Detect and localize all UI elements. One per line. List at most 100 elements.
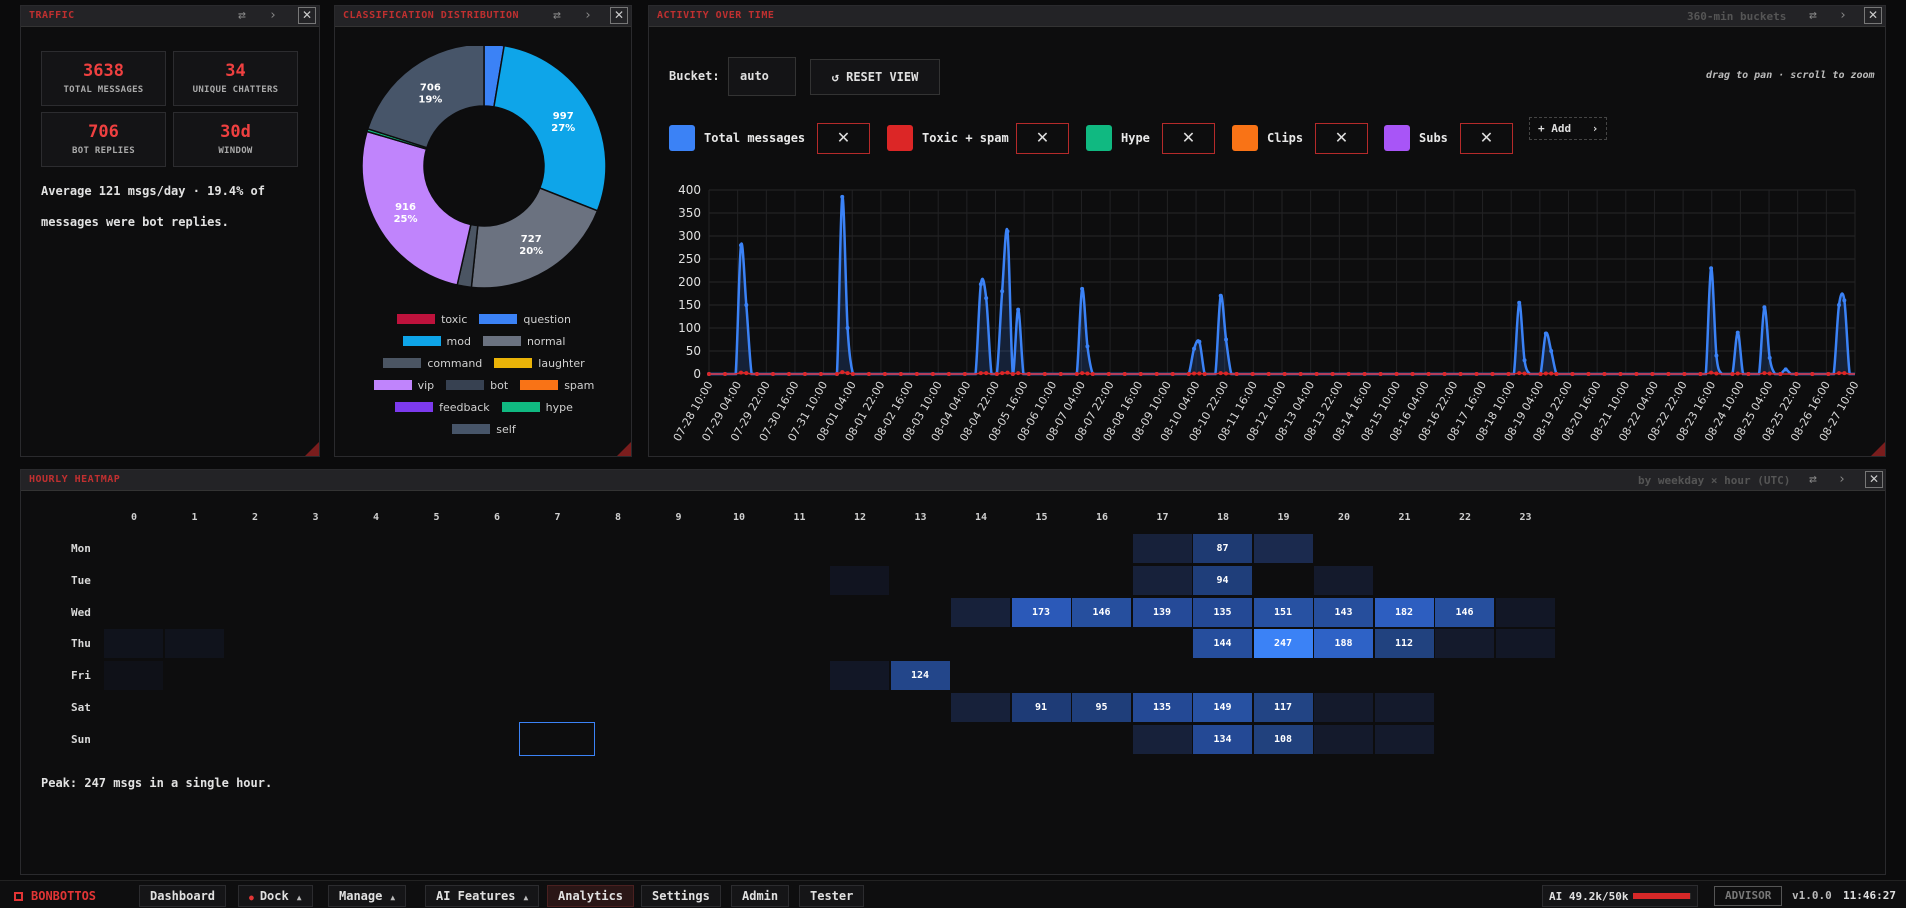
resize-handle[interactable] bbox=[1871, 442, 1885, 456]
remove-series-clips-button[interactable]: ✕ bbox=[1315, 123, 1368, 154]
data-point bbox=[898, 372, 903, 376]
legend-row: mod normal bbox=[335, 335, 633, 348]
heatmap-cell[interactable]: 124 bbox=[890, 661, 950, 691]
heatmap-cell[interactable]: 139 bbox=[1132, 597, 1192, 627]
advisor-button[interactable]: ADVISOR bbox=[1714, 886, 1783, 906]
heatmap-cell[interactable]: 146 bbox=[1072, 597, 1131, 627]
bucket-select[interactable]: auto bbox=[728, 57, 796, 96]
heatmap-cell[interactable] bbox=[1374, 693, 1434, 722]
legend-item-question[interactable]: question bbox=[479, 313, 571, 326]
heatmap-cell[interactable] bbox=[1132, 534, 1192, 563]
add-series-button[interactable]: + Add › bbox=[1529, 117, 1608, 140]
heatmap-cell[interactable]: 151 bbox=[1253, 597, 1313, 627]
chevron-right-icon[interactable]: › bbox=[584, 8, 592, 23]
ai-usage-track bbox=[1633, 893, 1691, 899]
brand[interactable]: BONBOTTOS bbox=[14, 885, 96, 907]
swap-icon[interactable]: ⇄ bbox=[238, 8, 246, 23]
heatmap-cell[interactable]: 112 bbox=[1374, 629, 1434, 659]
heatmap-cell[interactable]: 149 bbox=[1193, 693, 1252, 722]
heatmap-selected-cell[interactable] bbox=[518, 721, 595, 756]
taskbar-tester[interactable]: Tester bbox=[799, 885, 865, 907]
heatmap-cell[interactable] bbox=[164, 629, 224, 659]
heatmap-cell[interactable]: 144 bbox=[1193, 629, 1252, 659]
remove-series-hype-button[interactable]: ✕ bbox=[1162, 123, 1215, 154]
heatmap-cell[interactable]: 134 bbox=[1193, 724, 1252, 754]
heatmap-cell[interactable] bbox=[951, 693, 1010, 722]
heatmap-cell[interactable]: 117 bbox=[1253, 693, 1313, 722]
heatmap-cell[interactable] bbox=[1495, 597, 1555, 627]
heatmap-cell[interactable] bbox=[1374, 724, 1434, 754]
heatmap-cell[interactable] bbox=[1495, 629, 1555, 659]
heatmap-cell[interactable] bbox=[951, 597, 1010, 627]
heatmap-cell[interactable] bbox=[1314, 565, 1373, 595]
taskbar-manage[interactable]: Manage ▲ bbox=[328, 885, 407, 907]
heatmap-cell[interactable] bbox=[1314, 693, 1373, 722]
heatmap-cell[interactable]: 135 bbox=[1132, 693, 1192, 722]
heatmap-cell[interactable]: 143 bbox=[1314, 597, 1373, 627]
legend-item-mod[interactable]: mod bbox=[402, 335, 471, 348]
remove-series-subs-button[interactable]: ✕ bbox=[1460, 123, 1513, 154]
legend-item-laughter[interactable]: laughter bbox=[494, 357, 585, 370]
chevron-right-icon[interactable]: › bbox=[1838, 472, 1846, 487]
heatmap-cell[interactable] bbox=[1132, 724, 1192, 754]
heatmap-cell[interactable] bbox=[1314, 724, 1373, 754]
legend-item-vip[interactable]: vip bbox=[373, 379, 434, 392]
heatmap-cell[interactable] bbox=[1132, 565, 1192, 595]
heatmap-cell[interactable]: 135 bbox=[1193, 597, 1252, 627]
taskbar-ai-features[interactable]: AI Features ▲ bbox=[425, 885, 540, 907]
heatmap-cell[interactable]: 188 bbox=[1314, 629, 1373, 659]
legend-item-hype[interactable]: hype bbox=[501, 401, 573, 414]
donut-slice-vip[interactable] bbox=[361, 130, 472, 286]
heatmap-cell[interactable] bbox=[1435, 629, 1494, 659]
heatmap-cell[interactable]: 108 bbox=[1253, 724, 1313, 754]
chevron-right-icon[interactable]: › bbox=[1839, 8, 1847, 23]
close-icon[interactable]: ✕ bbox=[610, 7, 628, 24]
remove-series-toxic-button[interactable]: ✕ bbox=[1016, 123, 1069, 154]
heatmap-cell[interactable]: 94 bbox=[1193, 565, 1252, 595]
resize-handle[interactable] bbox=[617, 442, 631, 456]
legend-item-feedback[interactable]: feedback bbox=[395, 401, 490, 414]
legend-item-command[interactable]: command bbox=[383, 357, 482, 370]
legend-item-bot[interactable]: bot bbox=[446, 379, 508, 392]
resize-handle[interactable] bbox=[305, 442, 319, 456]
swap-icon[interactable]: ⇄ bbox=[1809, 472, 1817, 487]
reset-view-button[interactable]: ↺ RESET VIEW bbox=[810, 59, 940, 95]
series-swatch-toxic[interactable] bbox=[887, 125, 913, 151]
heatmap-cell[interactable]: 95 bbox=[1072, 693, 1131, 722]
heatmap-cell[interactable]: 87 bbox=[1193, 534, 1252, 563]
close-icon[interactable]: ✕ bbox=[1865, 471, 1883, 488]
heatmap-cell[interactable]: 173 bbox=[1011, 597, 1071, 627]
heatmap-cell[interactable] bbox=[1253, 534, 1313, 563]
donut-slice-mod[interactable] bbox=[493, 46, 607, 212]
legend-item-normal[interactable]: normal bbox=[482, 335, 565, 348]
taskbar-dock[interactable]: ● Dock ▲ bbox=[238, 885, 313, 907]
taskbar-settings[interactable]: Settings bbox=[641, 885, 721, 907]
series-swatch-total[interactable] bbox=[669, 125, 695, 151]
heatmap-cell[interactable] bbox=[830, 565, 889, 595]
close-icon[interactable]: ✕ bbox=[1864, 7, 1882, 24]
heatmap-cell[interactable]: 146 bbox=[1435, 597, 1494, 627]
heatmap-cell[interactable]: 247 bbox=[1253, 629, 1313, 659]
taskbar-admin[interactable]: Admin bbox=[731, 885, 790, 907]
chevron-right-icon[interactable]: › bbox=[269, 8, 277, 23]
series-swatch-hype[interactable] bbox=[1086, 125, 1112, 151]
heatmap-cell[interactable] bbox=[104, 629, 163, 659]
swap-icon[interactable]: ⇄ bbox=[553, 8, 561, 23]
close-icon[interactable]: ✕ bbox=[298, 7, 316, 24]
heatmap-cell[interactable] bbox=[830, 661, 889, 691]
swap-icon[interactable]: ⇄ bbox=[1809, 8, 1817, 23]
legend-item-spam[interactable]: spam bbox=[520, 379, 594, 392]
heatmap-cell[interactable]: 91 bbox=[1011, 693, 1071, 722]
taskbar-dashboard[interactable]: Dashboard bbox=[139, 885, 227, 907]
legend-item-self[interactable]: self bbox=[452, 423, 516, 436]
taskbar-analytics[interactable]: Analytics bbox=[547, 885, 635, 907]
donut-slice-normal[interactable] bbox=[470, 187, 599, 289]
heatmap-cell[interactable] bbox=[104, 661, 163, 691]
donut-slice-self[interactable] bbox=[366, 46, 485, 149]
series-swatch-clips[interactable] bbox=[1232, 125, 1258, 151]
series-swatch-subs[interactable] bbox=[1384, 125, 1410, 151]
legend-item-toxic[interactable]: toxic bbox=[397, 313, 467, 326]
heatmap-cell[interactable]: 182 bbox=[1374, 597, 1434, 627]
remove-series-total-button[interactable]: ✕ bbox=[817, 123, 870, 154]
